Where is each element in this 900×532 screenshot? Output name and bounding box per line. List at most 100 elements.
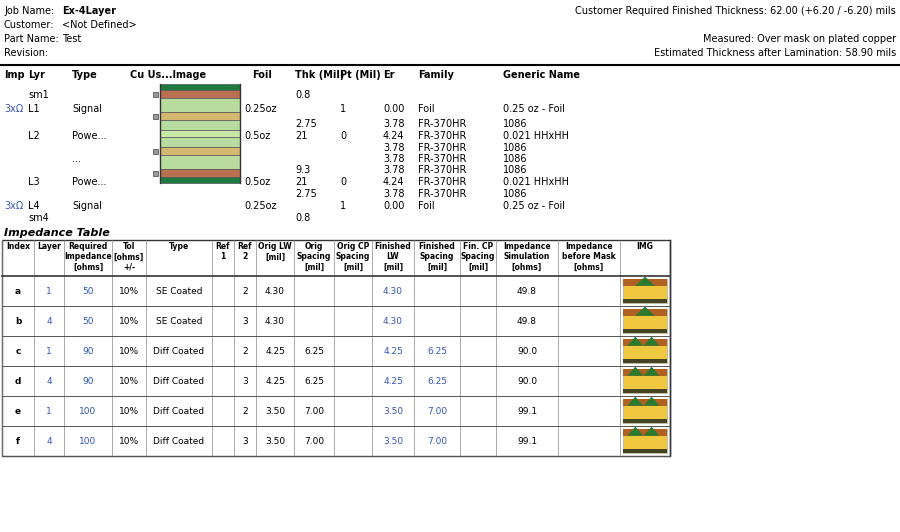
Text: Orig CP
Spacing
[mil]: Orig CP Spacing [mil]: [336, 242, 370, 272]
Text: sm1: sm1: [28, 90, 49, 100]
Text: d: d: [14, 377, 22, 386]
Text: 3.78: 3.78: [383, 143, 404, 153]
Bar: [623, 399, 667, 406]
Polygon shape: [644, 427, 660, 436]
Text: b: b: [14, 317, 22, 326]
Text: Er: Er: [383, 70, 394, 80]
Bar: [160, 120, 240, 130]
Bar: [623, 448, 667, 453]
Text: Type: Type: [72, 70, 98, 80]
Text: Index: Index: [6, 242, 30, 251]
Text: Job Name:: Job Name:: [4, 6, 54, 16]
Text: SE Coated: SE Coated: [156, 287, 202, 295]
Text: 0.021 HHxHH: 0.021 HHxHH: [503, 177, 569, 187]
Text: 0.00: 0.00: [383, 104, 404, 114]
Text: 90: 90: [82, 346, 94, 355]
Text: FR-370HR: FR-370HR: [418, 165, 466, 175]
Polygon shape: [627, 337, 644, 346]
Bar: [160, 155, 240, 169]
Text: 1: 1: [340, 104, 346, 114]
Text: 2.75: 2.75: [295, 119, 317, 129]
Text: 7.00: 7.00: [304, 406, 324, 415]
Text: 2: 2: [242, 406, 248, 415]
Text: Ex-4Layer: Ex-4Layer: [62, 6, 116, 16]
Text: 0.25 oz - Foil: 0.25 oz - Foil: [503, 104, 565, 114]
Text: Orig LW
[mil]: Orig LW [mil]: [258, 242, 292, 261]
Text: 1086: 1086: [503, 143, 527, 153]
Text: 10%: 10%: [119, 317, 140, 326]
Text: 100: 100: [79, 436, 96, 445]
Text: Ref
2: Ref 2: [238, 242, 252, 261]
Text: 90.0: 90.0: [517, 377, 537, 386]
Text: Cu Us...Image: Cu Us...Image: [130, 70, 206, 80]
Text: 3xΩ: 3xΩ: [4, 201, 23, 211]
Text: Impedance Table: Impedance Table: [4, 228, 110, 238]
Text: 3.78: 3.78: [383, 189, 404, 199]
Text: Powe...: Powe...: [72, 177, 106, 187]
Text: Thk (Mil): Thk (Mil): [295, 70, 345, 80]
Text: Lyr: Lyr: [28, 70, 45, 80]
Text: Powe...: Powe...: [72, 131, 106, 141]
Text: Diff Coated: Diff Coated: [153, 436, 204, 445]
Text: 7.00: 7.00: [427, 436, 447, 445]
Text: 100: 100: [79, 406, 96, 415]
Text: 4.24: 4.24: [383, 177, 404, 187]
Text: Finished
Spacing
[mil]: Finished Spacing [mil]: [418, 242, 455, 272]
Text: 3.50: 3.50: [265, 406, 285, 415]
Text: 3.78: 3.78: [383, 165, 404, 175]
Bar: [623, 359, 667, 363]
Text: 6.25: 6.25: [304, 346, 324, 355]
Text: Impedance
Simulation
[ohms]: Impedance Simulation [ohms]: [503, 242, 551, 272]
Text: 3.78: 3.78: [383, 154, 404, 164]
Text: FR-370HR: FR-370HR: [418, 177, 466, 187]
Text: 0.8: 0.8: [295, 213, 310, 223]
Text: 3.50: 3.50: [265, 436, 285, 445]
Polygon shape: [627, 367, 644, 376]
Bar: [153, 148, 158, 154]
Text: Diff Coated: Diff Coated: [153, 377, 204, 386]
Polygon shape: [635, 306, 654, 315]
Bar: [2, 240, 670, 456]
Text: 6.25: 6.25: [427, 346, 447, 355]
Bar: [160, 177, 240, 183]
Text: ...: ...: [72, 154, 81, 164]
Text: 1086: 1086: [503, 165, 527, 175]
Text: 7.00: 7.00: [304, 436, 324, 445]
Text: 0.5oz: 0.5oz: [244, 131, 270, 141]
Bar: [160, 112, 240, 120]
Bar: [623, 429, 667, 436]
Text: 0: 0: [340, 177, 346, 187]
Text: 3xΩ: 3xΩ: [4, 104, 23, 114]
Text: L4: L4: [28, 201, 40, 211]
Text: 3: 3: [242, 436, 248, 445]
Text: 0.8: 0.8: [295, 90, 310, 100]
Text: Family: Family: [418, 70, 454, 80]
Text: Signal: Signal: [72, 201, 102, 211]
Text: Layer: Layer: [37, 242, 61, 251]
Text: Revision:: Revision:: [4, 48, 49, 58]
Text: Customer Required Finished Thickness: 62.00 (+6.20 / -6.20) mils: Customer Required Finished Thickness: 62…: [575, 6, 896, 16]
Bar: [160, 84, 240, 90]
Text: Foil: Foil: [252, 70, 272, 80]
Text: 6.25: 6.25: [304, 377, 324, 386]
Bar: [623, 309, 667, 315]
Bar: [623, 279, 667, 286]
Text: Foil: Foil: [418, 201, 435, 211]
Bar: [623, 369, 667, 393]
Text: 4.25: 4.25: [383, 346, 403, 355]
Text: FR-370HR: FR-370HR: [418, 119, 466, 129]
Text: Orig
Spacing
[mil]: Orig Spacing [mil]: [297, 242, 331, 272]
Text: a: a: [15, 287, 21, 295]
Bar: [153, 92, 158, 96]
Text: 10%: 10%: [119, 287, 140, 295]
Bar: [160, 130, 240, 137]
Bar: [160, 98, 240, 112]
Text: 0.25oz: 0.25oz: [244, 104, 276, 114]
Text: 4: 4: [46, 317, 52, 326]
Text: 2.75: 2.75: [295, 189, 317, 199]
Polygon shape: [627, 427, 644, 436]
Bar: [623, 298, 667, 303]
Text: Diff Coated: Diff Coated: [153, 346, 204, 355]
Bar: [623, 339, 667, 346]
Text: 3.78: 3.78: [383, 119, 404, 129]
